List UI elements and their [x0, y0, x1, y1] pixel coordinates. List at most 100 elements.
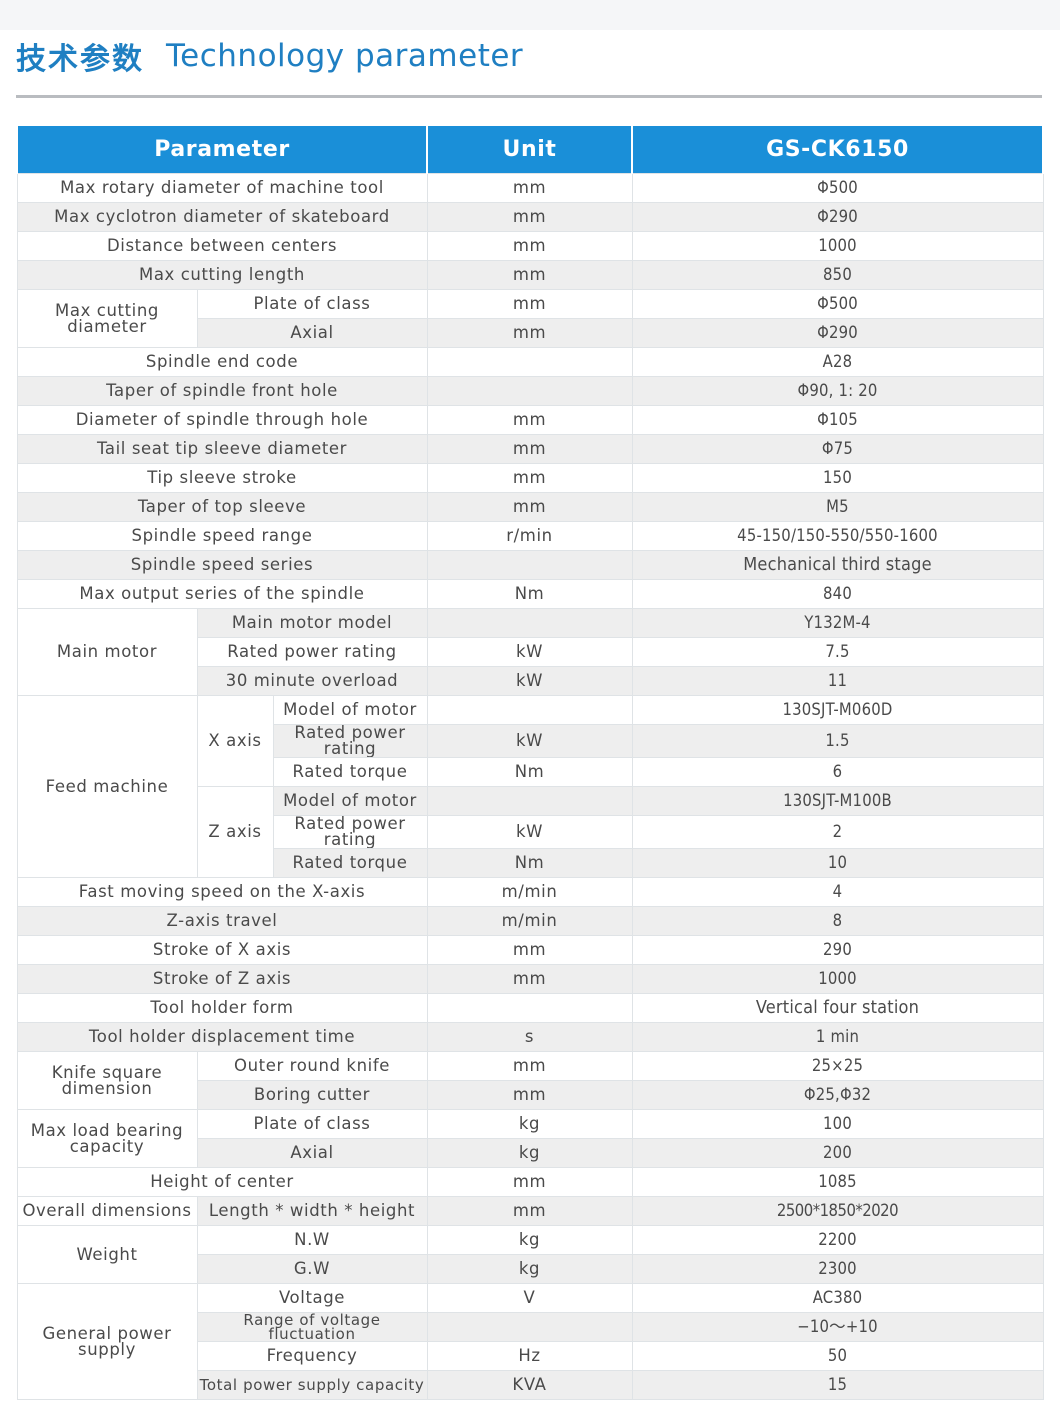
table-row: Spindle end code A28	[16, 347, 1044, 377]
param-label: Stroke of X axis	[16, 935, 428, 965]
spec-table: Parameter Unit GS-CK6150 Max rotary diam…	[16, 126, 1044, 1400]
value-cell: 130SJT-M100B	[631, 786, 1044, 816]
value-cell: Φ75	[631, 434, 1044, 464]
value-cell: Vertical four station	[631, 993, 1044, 1023]
group-label: Feed machine	[16, 695, 198, 878]
param-label: Axial	[196, 318, 428, 348]
table-row: Max cyclotron diameter of skateboard mm …	[16, 202, 1044, 232]
value-cell: Φ500	[631, 289, 1044, 319]
param-label: 30 minute overload	[196, 666, 428, 696]
unit-cell	[426, 786, 633, 816]
table-row: Height of center mm 1085	[16, 1167, 1044, 1197]
unit-cell: Hz	[426, 1341, 633, 1371]
group-label: Weight	[16, 1225, 198, 1284]
table-row: Spindle speed series Mechanical third st…	[16, 550, 1044, 580]
param-label: Frequency	[196, 1341, 428, 1371]
group-label: Knife square dimension	[16, 1051, 198, 1110]
param-label: Main motor model	[196, 608, 428, 638]
table-row: Fast moving speed on the X-axis m/min 4	[16, 877, 1044, 907]
unit-cell: kg	[426, 1109, 633, 1139]
param-label: Range of voltage fluctuation	[196, 1312, 428, 1342]
param-label: Stroke of Z axis	[16, 964, 428, 994]
value-cell: 25×25	[631, 1051, 1044, 1081]
unit-cell: kg	[426, 1138, 633, 1168]
group-label: Max cutting diameter	[16, 289, 198, 348]
table-row: Overall dimensions Length * width * heig…	[16, 1196, 1044, 1226]
unit-cell: Nm	[426, 579, 633, 609]
unit-cell: mm	[426, 492, 633, 522]
param-label: Max cyclotron diameter of skateboard	[16, 202, 428, 232]
value-cell: 7.5	[631, 637, 1044, 667]
value-cell: 15	[631, 1370, 1044, 1400]
value-cell: 1.5	[631, 724, 1044, 758]
param-label: Tool holder form	[16, 993, 428, 1023]
unit-cell: kW	[426, 637, 633, 667]
value-cell: 200	[631, 1138, 1044, 1168]
table-row: Max rotary diameter of machine tool mm Φ…	[16, 173, 1044, 203]
table-row: Diameter of spindle through hole mm Φ105	[16, 405, 1044, 435]
param-label: Rated power rating	[272, 815, 428, 849]
group-label: Max load bearing capacity	[16, 1109, 198, 1168]
value-cell: 45-150/150-550/550-1600	[631, 521, 1044, 551]
table-row: Distance between centers mm 1000	[16, 231, 1044, 261]
column-header-parameter: Parameter	[16, 126, 428, 174]
value-cell: Φ105	[631, 405, 1044, 435]
unit-cell	[426, 608, 633, 638]
param-label: Rated power rating	[196, 637, 428, 667]
unit-cell: m/min	[426, 906, 633, 936]
table-row: Spindle speed range r/min 45-150/150-550…	[16, 521, 1044, 551]
table-row: Main motor Main motor model Y132M-4	[16, 608, 1044, 696]
value-cell: Y132M-4	[631, 608, 1044, 638]
table-row: Rated power rating kW 1.5	[17, 724, 1044, 758]
table-row: Tool holder displacement time s 1 min	[16, 1022, 1044, 1052]
table-row: Rated power rating kW 7.5	[17, 637, 1044, 667]
value-cell: Φ90, 1: 20	[631, 376, 1044, 406]
value-cell: 1 min	[631, 1022, 1044, 1052]
group-label: General power supply	[16, 1283, 198, 1400]
param-label: Max output series of the spindle	[16, 579, 428, 609]
value-cell: 2300	[631, 1254, 1044, 1284]
param-label: Tip sleeve stroke	[16, 463, 428, 493]
value-cell: 11	[631, 666, 1044, 696]
unit-cell: mm	[426, 964, 633, 994]
param-label: Height of center	[16, 1167, 428, 1197]
value-cell: 1000	[631, 964, 1044, 994]
page-title: 技术参数 Technology parameter	[16, 34, 523, 78]
unit-cell: KVA	[426, 1370, 633, 1400]
unit-cell: mm	[426, 434, 633, 464]
unit-cell: mm	[426, 173, 633, 203]
table-row: Axial mm Φ290	[17, 318, 1044, 348]
param-label: N.W	[196, 1225, 428, 1255]
table-row: Range of voltage fluctuation −10～+10	[17, 1312, 1044, 1342]
value-cell: Φ290	[631, 202, 1044, 232]
group-label: Main motor	[16, 608, 198, 696]
value-cell: 1085	[631, 1167, 1044, 1197]
unit-cell	[426, 376, 633, 406]
param-label: Model of motor	[272, 786, 428, 816]
unit-cell: mm	[426, 202, 633, 232]
table-row: Max cutting diameter Plate of class mm Φ…	[16, 289, 1044, 348]
table-row: Max cutting length mm 850	[16, 260, 1044, 290]
value-cell: M5	[631, 492, 1044, 522]
unit-cell: kW	[426, 666, 633, 696]
table-row: Tool holder form Vertical four station	[16, 993, 1044, 1023]
param-label: Spindle speed range	[16, 521, 428, 551]
value-cell: 4	[631, 877, 1044, 907]
column-header-model: GS-CK6150	[631, 126, 1044, 174]
param-label: Model of motor	[272, 695, 428, 725]
table-row: Taper of spindle front hole Φ90, 1: 20	[16, 376, 1044, 406]
unit-cell: mm	[426, 1167, 633, 1197]
value-cell: Φ290	[631, 318, 1044, 348]
unit-cell	[426, 1312, 633, 1342]
value-cell: 8	[631, 906, 1044, 936]
table-row: Stroke of Z axis mm 1000	[16, 964, 1044, 994]
value-cell: 1000	[631, 231, 1044, 261]
table-row: Tail seat tip sleeve diameter mm Φ75	[16, 434, 1044, 464]
unit-cell: mm	[426, 405, 633, 435]
table-row: Rated torque Nm 6	[17, 757, 1044, 787]
title-divider	[16, 95, 1042, 98]
unit-cell: s	[426, 1022, 633, 1052]
table-row: Max output series of the spindle Nm 840	[16, 579, 1044, 609]
unit-cell: mm	[426, 1080, 633, 1110]
param-label: Spindle end code	[16, 347, 428, 377]
